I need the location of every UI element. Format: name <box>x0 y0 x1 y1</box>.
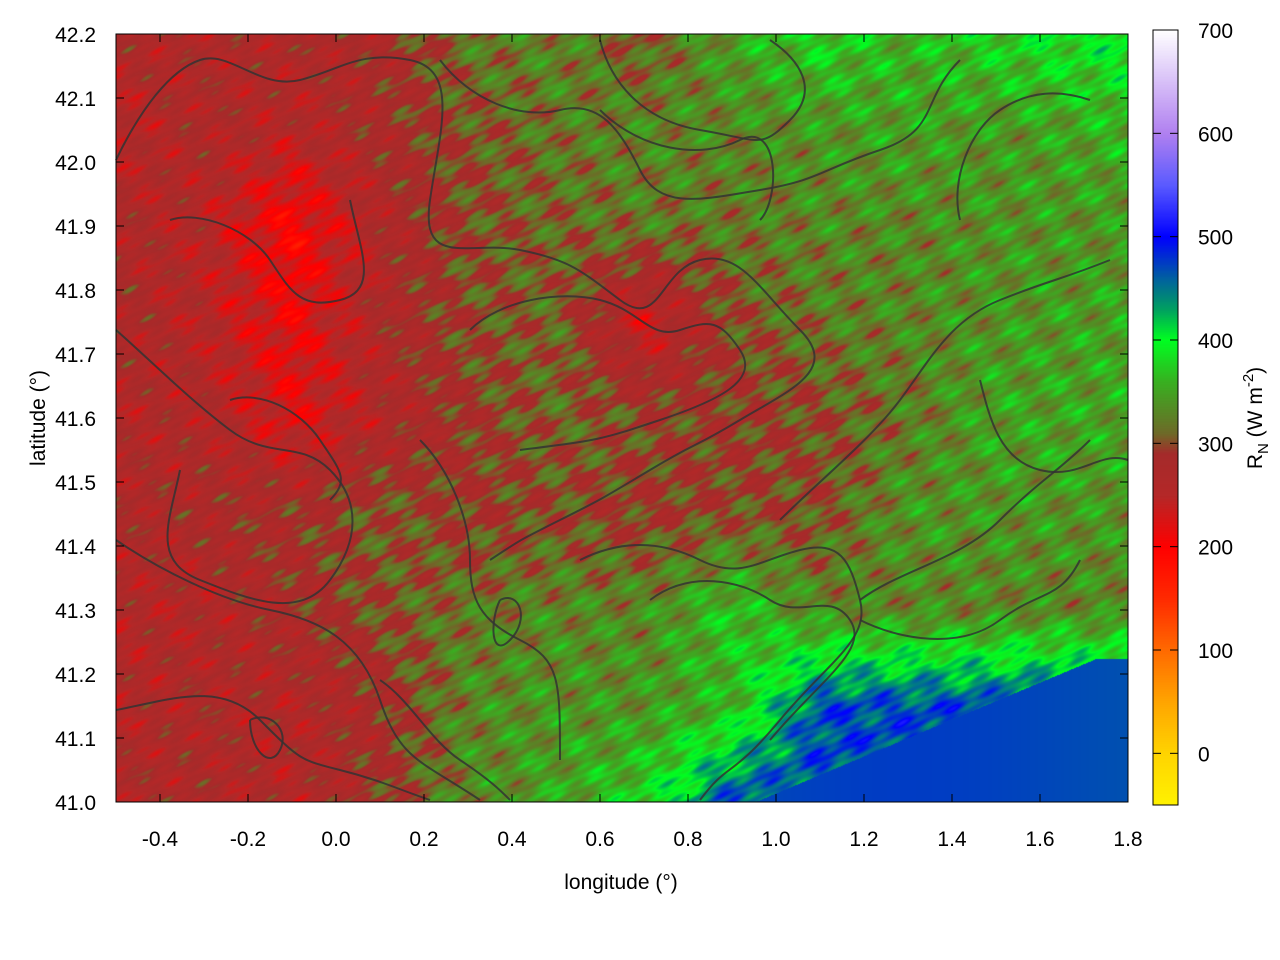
contour-line <box>979 379 1129 473</box>
x-tick-label: 1.2 <box>849 828 878 851</box>
x-axis-label: longitude (°) <box>564 871 677 894</box>
y-axis-label: latitude (°) <box>27 370 50 466</box>
contour-line <box>115 329 354 604</box>
colorbar-tick-label: 0 <box>1198 743 1210 766</box>
colorbar <box>1153 30 1178 805</box>
contour-line <box>649 580 856 741</box>
x-tick-label: 0.4 <box>497 828 527 851</box>
y-tick-label: 41.0 <box>55 792 96 815</box>
colorbar-tick-label: 600 <box>1198 123 1233 146</box>
y-tick-label: 41.3 <box>55 600 96 623</box>
x-tick-label: 1.0 <box>761 828 790 851</box>
colorbar-tick-label: 700 <box>1198 20 1233 43</box>
contour-line <box>169 199 365 304</box>
contour-line <box>492 597 522 647</box>
y-tick-label: 42.2 <box>55 24 96 47</box>
y-tick-label: 41.5 <box>55 472 96 495</box>
y-tick-label: 41.9 <box>55 216 96 239</box>
x-tick-label: 0.2 <box>409 828 438 851</box>
y-tick-label: 41.2 <box>55 664 96 687</box>
x-tick-label: -0.4 <box>142 828 179 851</box>
x-tick-label: 0.6 <box>585 828 614 851</box>
colorbar-frame <box>1152 29 1179 806</box>
contour-line <box>599 39 806 141</box>
colorbar-tick-label: 100 <box>1198 640 1233 663</box>
y-tick-label: 41.1 <box>55 728 96 751</box>
contour-line <box>779 259 1111 521</box>
y-tick-label: 41.7 <box>55 344 96 367</box>
contour-line <box>439 59 961 200</box>
colorbar-tick-label: 200 <box>1198 537 1233 560</box>
contour-line <box>956 92 1091 221</box>
x-tick-label: 0.8 <box>673 828 702 851</box>
contour-line <box>115 56 816 561</box>
contour-line <box>469 295 747 451</box>
contour-line <box>579 544 863 801</box>
contour-line <box>859 439 1091 601</box>
y-tick-label: 41.8 <box>55 280 96 303</box>
x-tick-label: -0.2 <box>230 828 266 851</box>
contour-line <box>379 679 511 801</box>
contour-line <box>419 439 561 761</box>
colorbar-tick-label: 500 <box>1198 227 1233 250</box>
colorbar-tick-label: 400 <box>1198 330 1233 353</box>
contour-line <box>249 716 284 759</box>
y-tick-label: 41.4 <box>55 536 96 559</box>
contour-lines <box>115 39 1129 801</box>
x-tick-label: 1.8 <box>1113 828 1142 851</box>
plot-frame <box>115 33 1129 803</box>
heatmap-field <box>116 34 1128 802</box>
contour-line <box>599 109 775 221</box>
contour-line <box>115 539 481 801</box>
contour-line <box>115 695 431 801</box>
y-tick-label: 41.6 <box>55 408 96 431</box>
y-tick-label: 42.1 <box>55 88 96 111</box>
x-tick-label: 0.0 <box>321 828 350 851</box>
contour-line <box>229 396 342 501</box>
colorbar-tick-label: 300 <box>1198 433 1233 456</box>
colorbar-label: RN (W m-2) <box>1240 367 1272 469</box>
x-tick-label: 1.4 <box>937 828 967 851</box>
x-tick-label: 1.6 <box>1025 828 1054 851</box>
contour-line <box>859 559 1081 640</box>
y-tick-label: 42.0 <box>55 152 96 175</box>
